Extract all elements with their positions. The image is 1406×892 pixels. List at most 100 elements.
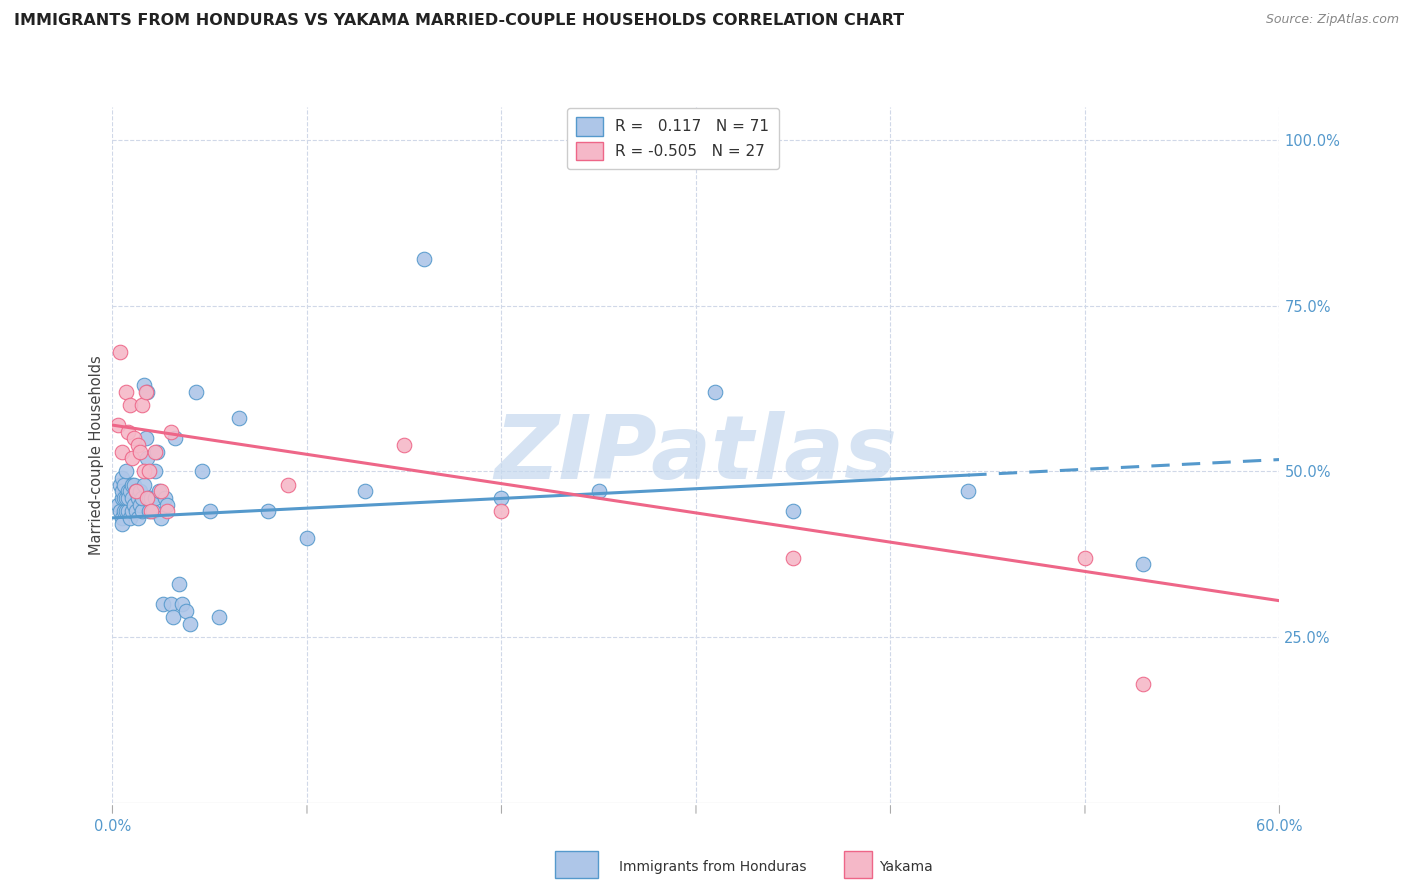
Point	[491, 504, 513, 518]
Point	[132, 477, 155, 491]
Point	[198, 504, 221, 518]
Point	[111, 517, 134, 532]
Point	[111, 491, 134, 505]
Point	[122, 498, 145, 512]
Point	[152, 597, 174, 611]
Point	[156, 504, 179, 518]
Point	[179, 616, 201, 631]
Point	[142, 504, 165, 518]
Point	[125, 484, 148, 499]
Point	[704, 384, 727, 399]
Point	[1074, 550, 1097, 565]
Point	[110, 477, 132, 491]
Point	[111, 471, 134, 485]
Point	[110, 504, 132, 518]
Point	[191, 465, 214, 479]
Point	[125, 484, 148, 499]
Point	[141, 491, 163, 505]
Point	[132, 465, 155, 479]
Point	[127, 438, 149, 452]
Point	[118, 484, 141, 499]
Point	[117, 504, 139, 518]
Text: Immigrants from Honduras: Immigrants from Honduras	[619, 860, 806, 874]
Point	[138, 491, 160, 505]
Point	[257, 504, 280, 518]
Point	[121, 491, 143, 505]
Text: IMMIGRANTS FROM HONDURAS VS YAKAMA MARRIED-COUPLE HOUSEHOLDS CORRELATION CHART: IMMIGRANTS FROM HONDURAS VS YAKAMA MARRI…	[14, 13, 904, 29]
Point	[782, 504, 804, 518]
Y-axis label: Married-couple Households: Married-couple Households	[89, 355, 104, 555]
Point	[163, 431, 186, 445]
Point	[128, 498, 150, 512]
Text: Yakama: Yakama	[879, 860, 932, 874]
Point	[167, 577, 190, 591]
Legend: R =   0.117   N = 71, R = -0.505   N = 27: R = 0.117 N = 71, R = -0.505 N = 27	[567, 108, 779, 169]
Point	[115, 491, 138, 505]
Point	[957, 484, 980, 499]
Point	[143, 465, 166, 479]
Point	[107, 498, 129, 512]
Point	[208, 610, 231, 624]
Point	[588, 484, 610, 499]
Point	[153, 491, 176, 505]
Point	[276, 477, 298, 491]
Point	[121, 451, 143, 466]
Point	[111, 511, 134, 525]
Point	[172, 597, 194, 611]
Point	[491, 491, 513, 505]
Point	[112, 504, 135, 518]
Point	[1132, 558, 1154, 572]
Point	[146, 444, 169, 458]
Point	[156, 498, 179, 512]
Point	[162, 610, 184, 624]
Point	[107, 418, 129, 433]
Text: 0.0%: 0.0%	[94, 820, 131, 834]
Point	[117, 484, 139, 499]
Point	[782, 550, 804, 565]
Point	[121, 504, 143, 518]
Point	[160, 425, 183, 439]
Point	[127, 491, 149, 505]
Point	[118, 398, 141, 412]
Point	[150, 511, 173, 525]
Point	[117, 425, 139, 439]
Point	[127, 511, 149, 525]
Point	[117, 491, 139, 505]
Text: Source: ZipAtlas.com: Source: ZipAtlas.com	[1265, 13, 1399, 27]
Point	[128, 484, 150, 499]
Point	[112, 477, 135, 491]
Point	[148, 484, 170, 499]
Point	[160, 597, 183, 611]
Point	[118, 511, 141, 525]
Point	[112, 491, 135, 505]
Point	[128, 444, 150, 458]
Point	[392, 438, 416, 452]
Point	[111, 484, 134, 499]
Point	[115, 384, 138, 399]
Point	[135, 431, 157, 445]
Point	[115, 504, 138, 518]
Point	[132, 378, 155, 392]
Point	[122, 431, 145, 445]
Point	[141, 504, 163, 518]
Point	[143, 491, 166, 505]
Point	[135, 384, 157, 399]
Point	[122, 477, 145, 491]
Point	[131, 504, 153, 518]
Point	[125, 504, 148, 518]
Point	[136, 451, 159, 466]
Point	[228, 411, 250, 425]
Point	[131, 398, 153, 412]
Point	[295, 531, 318, 545]
Point	[110, 345, 132, 359]
Point	[412, 252, 434, 267]
Point	[111, 444, 134, 458]
Point	[354, 484, 377, 499]
Point	[184, 384, 207, 399]
Point	[1132, 676, 1154, 690]
Point	[131, 491, 153, 505]
Point	[150, 484, 173, 499]
Point	[136, 384, 159, 399]
Text: 60.0%: 60.0%	[1256, 820, 1303, 834]
Point	[115, 465, 138, 479]
